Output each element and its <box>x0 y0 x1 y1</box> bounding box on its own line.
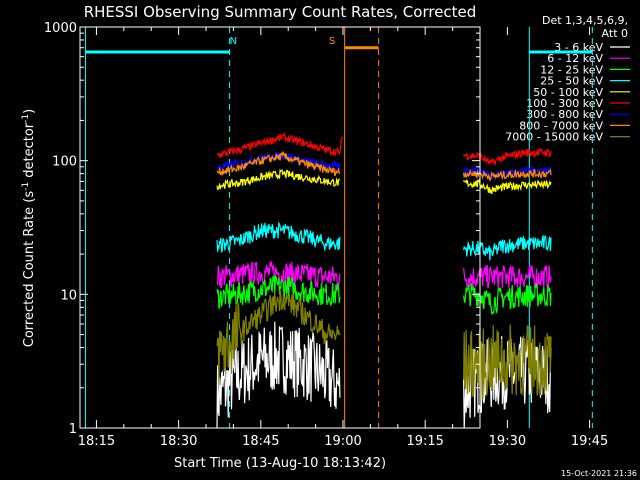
y-axis-label-part-3: ) <box>22 109 37 114</box>
x-tick-label: 19:45 <box>571 434 608 449</box>
plot-frame <box>79 26 481 429</box>
series-line-3-6-kev-segment-1 <box>216 321 341 429</box>
series-line-7000-15000-kev-segment-1 <box>216 289 341 386</box>
x-tick-label: 19:15 <box>406 434 443 449</box>
legend-header-line2: Att 0 <box>602 27 628 40</box>
series-line-100-300-kev-segment-1 <box>216 132 344 159</box>
x-axis-label: Start Time (13-Aug-10 18:13:42) <box>174 456 386 471</box>
series-line-100-300-kev-segment-2 <box>463 147 552 166</box>
legend-label-800-7000-kev: 800 - 7000 keV <box>519 119 603 132</box>
annotation-s: S <box>329 36 335 47</box>
annotation-n: N <box>230 36 237 47</box>
x-tick-label: 18:30 <box>160 434 197 449</box>
series-line-800-7000-kev-segment-2 <box>463 168 552 181</box>
x-tick-label: 18:45 <box>242 434 279 449</box>
y-tick-label: 100 <box>52 155 77 170</box>
x-tick-label: 18:15 <box>78 434 115 449</box>
series-line-6-12-kev-segment-1 <box>216 261 341 289</box>
y-axis-label: Corrected Count Rate (s-1 detector-1) <box>21 109 37 347</box>
y-axis: 1000 100 10 1 <box>44 21 480 437</box>
legend-label-300-800-kev: 300 - 800 keV <box>526 108 603 121</box>
legend-label-7000-15000-kev: 7000 - 15000 keV <box>505 131 603 144</box>
legend-label-50-100-kev: 50 - 100 keV <box>533 86 603 99</box>
series-line-50-100-kev-segment-1 <box>216 168 340 190</box>
footer-timestamp: 15-Oct-2021 21:36 <box>561 469 637 478</box>
legend-label-25-50-kev: 25 - 50 keV <box>540 75 603 88</box>
y-axis-label-exp-2: -1 <box>21 114 31 123</box>
y-tick-label: 1 <box>69 422 77 437</box>
series-line-800-7000-kev-segment-1 <box>216 150 341 176</box>
series-line-12-25-kev-segment-2 <box>463 282 552 315</box>
y-tick-label: 1000 <box>44 21 77 36</box>
legend-header-line1: Det 1,3,4,5,6,9, <box>542 14 628 27</box>
series-line-25-50-kev-segment-2 <box>463 234 552 261</box>
y-axis-label-part-2: detector <box>22 122 37 182</box>
y-axis-label-part-1: Corrected Count Rate (s <box>22 191 37 348</box>
legend-label-12-25-kev: 12 - 25 keV <box>540 63 603 76</box>
series-line-12-25-kev-segment-1 <box>216 274 341 309</box>
chart-title: RHESSI Observing Summary Count Rates, Co… <box>84 3 477 21</box>
series-line-50-100-kev-segment-2 <box>463 178 552 195</box>
x-tick-label: 19:00 <box>324 434 361 449</box>
legend-label-100-300-kev: 100 - 300 keV <box>526 97 603 110</box>
y-tick-label: 10 <box>60 288 77 303</box>
series-line-6-12-kev-segment-2 <box>463 264 552 289</box>
x-axis: 18:15 18:30 18:45 19:00 19:15 19:30 19:45 <box>78 27 608 449</box>
series-line-25-50-kev-segment-1 <box>216 221 341 253</box>
legend-label-6-12-kev: 6 - 12 keV <box>547 52 603 65</box>
series-line-7000-15000-kev-segment-2 <box>463 324 552 400</box>
y-axis-label-exp-1: -1 <box>21 182 31 191</box>
x-tick-label: 19:30 <box>489 434 526 449</box>
